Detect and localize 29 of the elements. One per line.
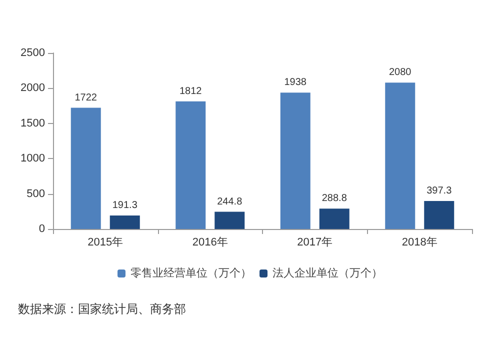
data-label: 1812 <box>180 86 202 97</box>
x-tick-label: 2018年 <box>402 236 438 248</box>
data-label: 288.8 <box>322 193 348 204</box>
bar <box>319 208 350 229</box>
y-tick-label: 1000 <box>20 152 45 165</box>
x-tick-label: 2016年 <box>192 236 228 248</box>
data-label: 2080 <box>389 67 412 78</box>
bar <box>70 108 101 229</box>
source-note: 数据来源：国家统计局、商务部 <box>18 302 186 316</box>
y-tick-label: 2000 <box>20 82 45 94</box>
legend-label: 零售业经营单位（万个） <box>130 266 252 280</box>
x-tick-label: 2017年 <box>297 236 333 248</box>
bar <box>280 92 310 229</box>
bar <box>176 101 206 229</box>
y-tick-label: 500 <box>26 188 45 200</box>
data-label: 397.3 <box>426 186 452 197</box>
y-tick-label: 1500 <box>20 117 45 130</box>
y-tick-label: 0 <box>38 223 45 235</box>
y-tick-label: 2500 <box>20 47 45 59</box>
bar <box>110 216 140 229</box>
data-label: 1938 <box>284 77 307 88</box>
legend-label: 法人企业单位（万个） <box>272 266 382 280</box>
bar <box>385 82 416 229</box>
data-label: 1722 <box>74 92 98 104</box>
data-label: 191.3 <box>112 200 138 212</box>
x-tick-label: 2015年 <box>88 236 124 248</box>
data-label: 244.8 <box>217 196 243 208</box>
bar <box>424 201 454 229</box>
bar <box>214 212 245 229</box>
